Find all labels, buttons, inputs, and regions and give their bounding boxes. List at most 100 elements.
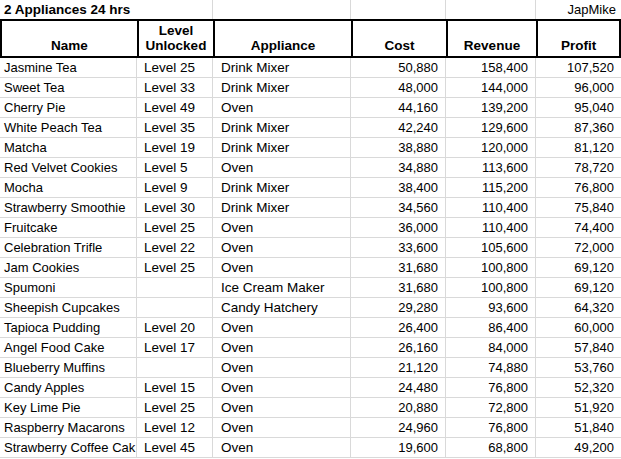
cell-cost[interactable]: 44,160 bbox=[351, 98, 446, 118]
cell-name[interactable]: Jasmine Tea bbox=[0, 58, 137, 78]
title-row-cell[interactable] bbox=[446, 0, 536, 19]
cell-level[interactable]: Level 17 bbox=[137, 338, 213, 358]
sheet-title[interactable]: 2 Appliances 24 hrs bbox=[0, 0, 213, 19]
cell-profit[interactable]: 49,200 bbox=[536, 438, 621, 458]
cell-appliance[interactable]: Ice Cream Maker bbox=[213, 278, 351, 298]
cell-name[interactable]: Matcha bbox=[0, 138, 137, 158]
cell-cost[interactable]: 19,600 bbox=[351, 438, 446, 458]
column-header-revenue[interactable]: Revenue bbox=[446, 21, 536, 56]
cell-appliance[interactable]: Drink Mixer bbox=[213, 198, 351, 218]
cell-profit[interactable]: 52,320 bbox=[536, 378, 621, 398]
cell-cost[interactable]: 31,680 bbox=[351, 278, 446, 298]
cell-revenue[interactable]: 120,000 bbox=[446, 138, 536, 158]
cell-level[interactable]: Level 33 bbox=[137, 78, 213, 98]
cell-appliance[interactable]: Drink Mixer bbox=[213, 78, 351, 98]
cell-name[interactable]: Spumoni bbox=[0, 278, 137, 298]
cell-revenue[interactable]: 110,400 bbox=[446, 218, 536, 238]
cell-profit[interactable]: 95,040 bbox=[536, 98, 621, 118]
cell-name[interactable]: Fruitcake bbox=[0, 218, 137, 238]
cell-level[interactable]: Level 9 bbox=[137, 178, 213, 198]
cell-name[interactable]: Tapioca Pudding bbox=[0, 318, 137, 338]
title-row-cell[interactable] bbox=[351, 0, 446, 19]
cell-cost[interactable]: 31,680 bbox=[351, 258, 446, 278]
cell-name[interactable]: Sweet Tea bbox=[0, 78, 137, 98]
cell-level[interactable]: Level 5 bbox=[137, 158, 213, 178]
cell-name[interactable]: Mocha bbox=[0, 178, 137, 198]
cell-revenue[interactable]: 100,800 bbox=[446, 278, 536, 298]
cell-name[interactable]: Candy Apples bbox=[0, 378, 137, 398]
cell-profit[interactable]: 60,000 bbox=[536, 318, 621, 338]
cell-appliance[interactable]: Oven bbox=[213, 438, 351, 458]
cell-profit[interactable]: 51,840 bbox=[536, 418, 621, 438]
cell-profit[interactable]: 96,000 bbox=[536, 78, 621, 98]
cell-name[interactable]: Jam Cookies bbox=[0, 258, 137, 278]
cell-revenue[interactable]: 93,600 bbox=[446, 298, 536, 318]
cell-appliance[interactable]: Oven bbox=[213, 238, 351, 258]
cell-profit[interactable]: 75,840 bbox=[536, 198, 621, 218]
cell-level[interactable]: Level 15 bbox=[137, 378, 213, 398]
cell-revenue[interactable]: 115,200 bbox=[446, 178, 536, 198]
cell-revenue[interactable]: 74,880 bbox=[446, 358, 536, 378]
cell-revenue[interactable]: 129,600 bbox=[446, 118, 536, 138]
cell-appliance[interactable]: Oven bbox=[213, 318, 351, 338]
cell-level[interactable] bbox=[137, 278, 213, 298]
cell-appliance[interactable]: Oven bbox=[213, 258, 351, 278]
cell-cost[interactable]: 48,000 bbox=[351, 78, 446, 98]
cell-appliance[interactable]: Drink Mixer bbox=[213, 138, 351, 158]
cell-profit[interactable]: 74,400 bbox=[536, 218, 621, 238]
cell-cost[interactable]: 36,000 bbox=[351, 218, 446, 238]
cell-appliance[interactable]: Drink Mixer bbox=[213, 118, 351, 138]
cell-revenue[interactable]: 86,400 bbox=[446, 318, 536, 338]
cell-profit[interactable]: 64,320 bbox=[536, 298, 621, 318]
cell-cost[interactable]: 24,480 bbox=[351, 378, 446, 398]
cell-appliance[interactable]: Oven bbox=[213, 398, 351, 418]
cell-profit[interactable]: 87,360 bbox=[536, 118, 621, 138]
cell-profit[interactable]: 69,120 bbox=[536, 278, 621, 298]
cell-cost[interactable]: 26,160 bbox=[351, 338, 446, 358]
cell-cost[interactable]: 21,120 bbox=[351, 358, 446, 378]
cell-appliance[interactable]: Oven bbox=[213, 378, 351, 398]
cell-revenue[interactable]: 72,800 bbox=[446, 398, 536, 418]
cell-level[interactable]: Level 49 bbox=[137, 98, 213, 118]
cell-level[interactable]: Level 20 bbox=[137, 318, 213, 338]
cell-revenue[interactable]: 144,000 bbox=[446, 78, 536, 98]
cell-revenue[interactable]: 105,600 bbox=[446, 238, 536, 258]
cell-revenue[interactable]: 76,800 bbox=[446, 378, 536, 398]
cell-revenue[interactable]: 158,400 bbox=[446, 58, 536, 78]
cell-profit[interactable]: 69,120 bbox=[536, 258, 621, 278]
cell-name[interactable]: Key Lime Pie bbox=[0, 398, 137, 418]
cell-level[interactable]: Level 19 bbox=[137, 138, 213, 158]
cell-level[interactable]: Level 25 bbox=[137, 218, 213, 238]
cell-level[interactable]: Level 25 bbox=[137, 258, 213, 278]
cell-cost[interactable]: 38,880 bbox=[351, 138, 446, 158]
cell-level[interactable] bbox=[137, 298, 213, 318]
cell-cost[interactable]: 42,240 bbox=[351, 118, 446, 138]
cell-revenue[interactable]: 84,000 bbox=[446, 338, 536, 358]
cell-profit[interactable]: 81,120 bbox=[536, 138, 621, 158]
cell-cost[interactable]: 29,280 bbox=[351, 298, 446, 318]
cell-profit[interactable]: 53,760 bbox=[536, 358, 621, 378]
cell-appliance[interactable]: Oven bbox=[213, 98, 351, 118]
cell-appliance[interactable]: Oven bbox=[213, 338, 351, 358]
cell-name[interactable]: Red Velvet Cookies bbox=[0, 158, 137, 178]
cell-revenue[interactable]: 76,800 bbox=[446, 418, 536, 438]
cell-name[interactable]: Celebration Trifle bbox=[0, 238, 137, 258]
cell-name[interactable]: Blueberry Muffins bbox=[0, 358, 137, 378]
cell-level[interactable]: Level 30 bbox=[137, 198, 213, 218]
cell-cost[interactable]: 34,560 bbox=[351, 198, 446, 218]
column-header-name[interactable]: Name bbox=[0, 21, 137, 56]
cell-profit[interactable]: 51,920 bbox=[536, 398, 621, 418]
cell-name[interactable]: Angel Food Cake bbox=[0, 338, 137, 358]
cell-profit[interactable]: 107,520 bbox=[536, 58, 621, 78]
cell-name[interactable]: Raspberry Macarons bbox=[0, 418, 137, 438]
cell-revenue[interactable]: 68,800 bbox=[446, 438, 536, 458]
column-header-cost[interactable]: Cost bbox=[351, 21, 446, 56]
column-header-profit[interactable]: Profit bbox=[536, 21, 621, 56]
cell-cost[interactable]: 26,400 bbox=[351, 318, 446, 338]
title-row-cell[interactable] bbox=[213, 0, 351, 19]
cell-profit[interactable]: 76,800 bbox=[536, 178, 621, 198]
cell-level[interactable]: Level 22 bbox=[137, 238, 213, 258]
cell-appliance[interactable]: Candy Hatchery bbox=[213, 298, 351, 318]
cell-revenue[interactable]: 110,400 bbox=[446, 198, 536, 218]
cell-cost[interactable]: 20,880 bbox=[351, 398, 446, 418]
